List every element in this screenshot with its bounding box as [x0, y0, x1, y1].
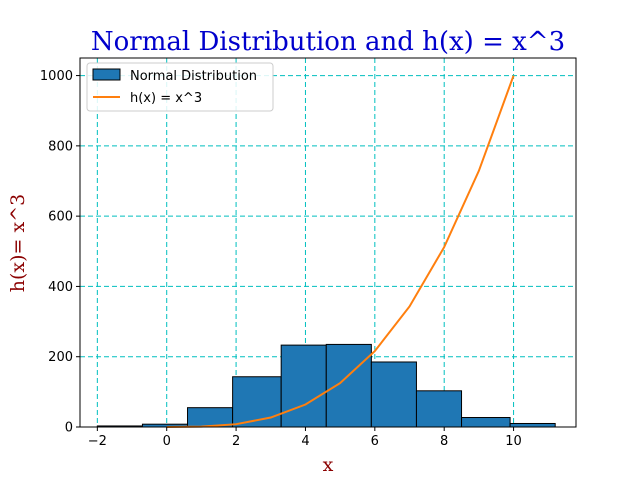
x-tick-label: 10: [505, 434, 522, 449]
histogram-bar: [461, 417, 511, 428]
histogram-bar: [509, 422, 556, 428]
chart-title: Normal Distribution and h(x) = x^3: [91, 27, 565, 57]
legend-swatch-histogram: [92, 68, 121, 81]
y-tick-label: 600: [48, 210, 73, 225]
legend-label-line: h(x) = x^3: [130, 91, 202, 106]
legend: Normal Distribution h(x) = x^3: [86, 62, 274, 112]
histogram-bar: [370, 361, 417, 428]
line-series-x-cubed: [166, 75, 515, 428]
histogram-bars: [96, 343, 556, 428]
histogram-bar: [232, 376, 282, 428]
y-axis-ticks: 0 200 400 600 800 1000: [40, 69, 80, 436]
legend-label-histogram: Normal Distribution: [130, 69, 257, 84]
y-tick-label: 0: [65, 421, 73, 436]
histogram-bar: [280, 344, 327, 428]
legend-box: [86, 62, 274, 112]
x-tick-label: 0: [163, 434, 171, 449]
y-tick-label: 800: [48, 139, 73, 154]
y-tick-label: 1000: [40, 69, 73, 84]
x-tick-label: −2: [88, 434, 107, 449]
cubic-line-series: [166, 75, 515, 428]
y-tick-label: 200: [48, 350, 73, 365]
x-tick-label: 4: [301, 434, 309, 449]
histogram-bar: [415, 390, 463, 428]
x-tick-label: 8: [440, 434, 448, 449]
y-axis-label: h(x)= x^3: [7, 194, 29, 292]
x-tick-label: 6: [371, 434, 379, 449]
x-tick-label: 2: [232, 434, 240, 449]
x-axis-label: x: [323, 454, 334, 476]
histogram-bar: [325, 343, 372, 428]
x-axis-ticks: −2 0 2 4 6 8 10: [88, 427, 522, 449]
plot-area-frame: [79, 57, 577, 428]
y-tick-label: 400: [48, 280, 73, 295]
